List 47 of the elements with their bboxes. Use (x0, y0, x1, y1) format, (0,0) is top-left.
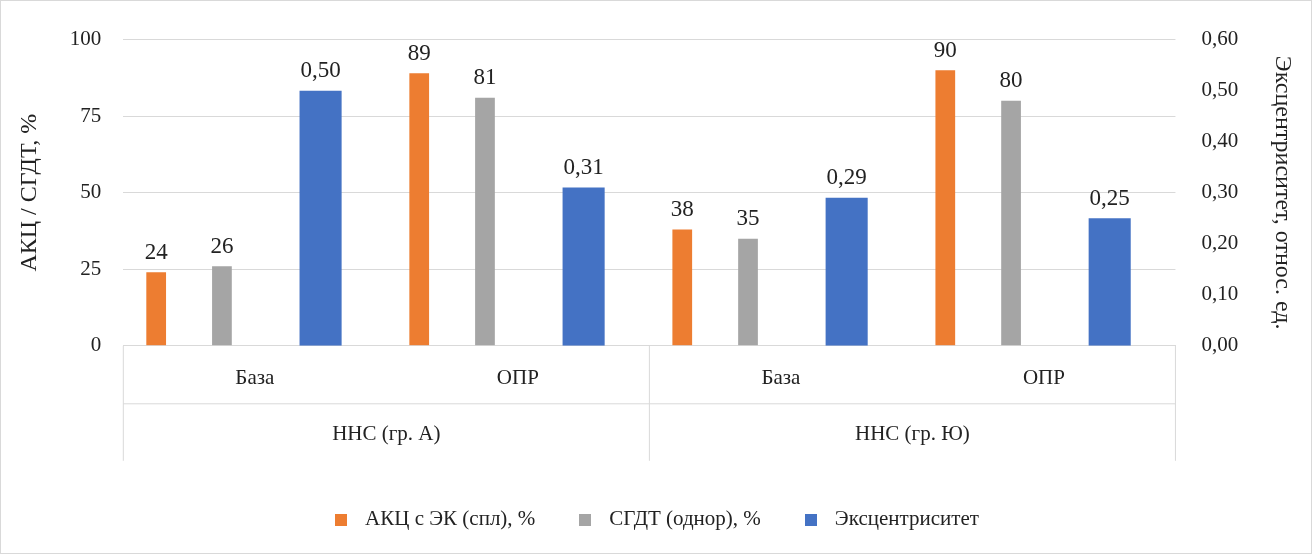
y-tick-label: 0 (90, 332, 102, 357)
bar (935, 70, 956, 346)
bar (409, 73, 430, 346)
data-label: 24 (144, 238, 169, 264)
data-label: 80 (999, 67, 1023, 93)
data-label: 35 (736, 205, 760, 231)
y-tick-label: 100 (69, 26, 102, 51)
y2-tick-label: 0,40 (1201, 128, 1239, 153)
bar (1088, 218, 1131, 346)
y2-tick-label: 0,10 (1201, 281, 1239, 306)
y2-tick-label: 0,60 (1201, 26, 1239, 51)
bar (1001, 100, 1021, 346)
data-label: 0,50 (300, 57, 341, 83)
text: ННС (гр. Ю) (855, 421, 970, 446)
legend-label: СГДТ (однор), % (608, 506, 761, 531)
data-label: 26 (210, 232, 234, 258)
y2-axis-title: Эксцентриситет, относ. ед. (1271, 55, 1298, 330)
bar (672, 229, 693, 346)
data-label: 38 (670, 195, 694, 221)
bar (738, 238, 758, 346)
data-label: 89 (407, 39, 431, 65)
data-label: 0,29 (826, 164, 867, 190)
x-tick-label: ОПР (1022, 364, 1065, 389)
data-label: 81 (473, 64, 497, 90)
bar (299, 90, 342, 346)
bar (562, 187, 605, 346)
data-label: 90 (933, 36, 957, 62)
y-axis-title: АКЦ / СГДТ, % (14, 113, 41, 272)
data-label: 0,25 (1089, 184, 1130, 210)
x-tick-label: База (761, 364, 802, 389)
y-tick-label: 25 (80, 255, 102, 280)
x-tick-label: ОПР (496, 364, 539, 389)
y2-tick-label: 0,20 (1201, 230, 1239, 255)
legend-label: АКЦ с ЭК (спл), % (364, 506, 536, 531)
bar (475, 97, 495, 346)
x-tick-label: База (235, 364, 275, 389)
bar (212, 266, 232, 346)
text: ННС (гр. А) (332, 421, 441, 446)
bar (146, 272, 167, 346)
y-tick-label: 50 (80, 179, 102, 204)
data-label: 0,31 (563, 154, 604, 180)
y-tick-label: 75 (80, 102, 102, 127)
y2-tick-label: 0,00 (1201, 332, 1239, 357)
y2-tick-label: 0,50 (1201, 77, 1239, 102)
y2-tick-label: 0,30 (1201, 179, 1239, 204)
bar (825, 197, 868, 346)
legend-label: Эксцентриситет (833, 506, 979, 531)
